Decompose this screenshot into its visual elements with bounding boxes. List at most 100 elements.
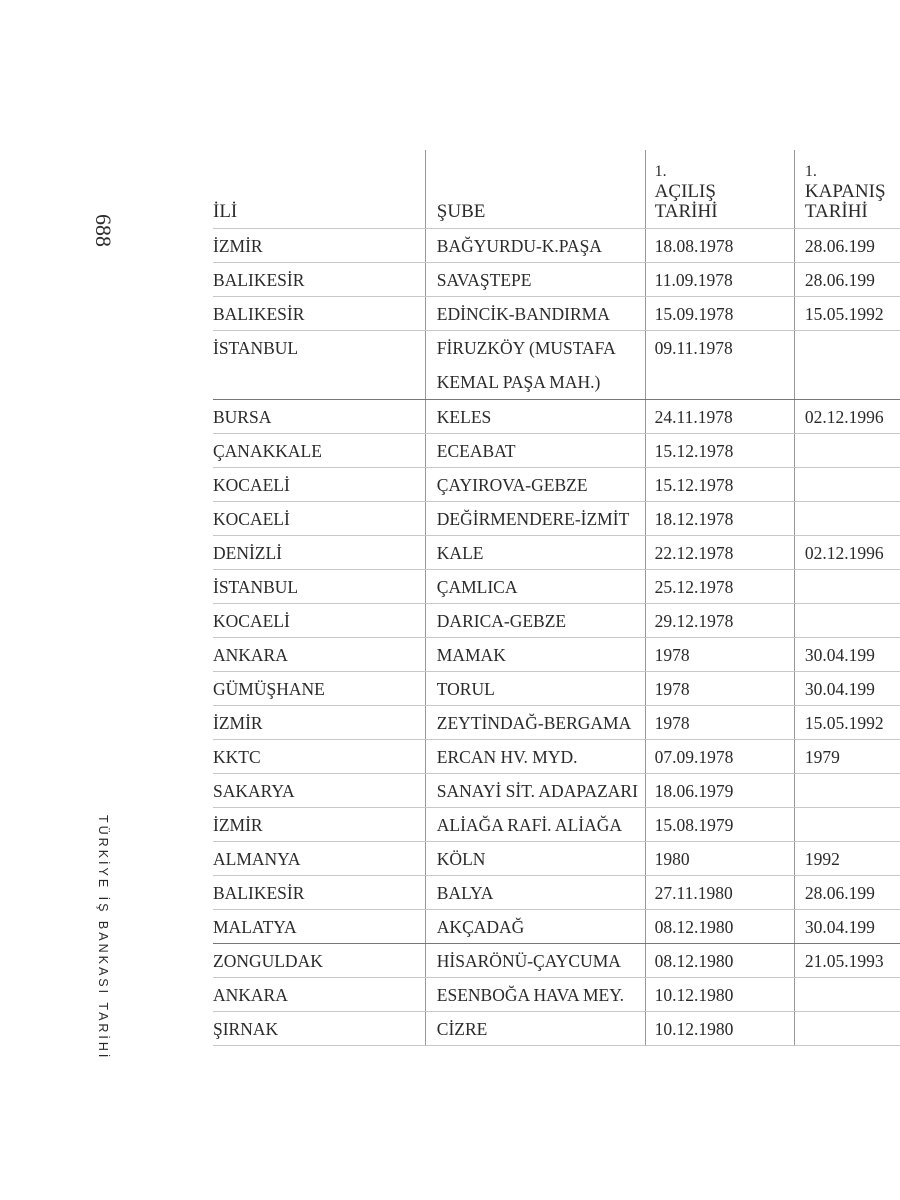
branch-cell: DEĞİRMENDERE-İZMİT [424,502,645,535]
table-row: ANKARA MAMAK 1978 30.04.199 [213,638,900,672]
branch-cell: ECEABAT [424,434,645,467]
province-cell: İSTANBUL [213,338,299,358]
branch-cell: ERCAN HV. MYD. [424,740,645,773]
table-row: ŞIRNAK CİZRE 10.12.1980 [213,1012,900,1046]
opening-date-cell: 18.08.1978 [644,229,794,262]
closing-date-cell: 30.04.199 [793,638,900,671]
province-cell: İSTANBUL [213,577,299,597]
opening-date-cell: 08.12.1980 [644,944,794,977]
province-cell: ALMANYA [213,849,301,869]
table-row: KKTC ERCAN HV. MYD. 07.09.1978 1979 [213,740,900,774]
province-cell: ZONGULDAK [213,951,323,971]
table-row: DENİZLİ KALE 22.12.1978 02.12.1996 [213,536,900,570]
opening-date-cell: 11.09.1978 [644,263,794,296]
branch-cell: EDİNCİK-BANDIRMA [424,297,645,330]
opening-date-cell: 15.12.1978 [644,468,794,501]
branch-cell: CİZRE [424,1012,645,1045]
table-row: KOCAELİ DARICA-GEBZE 29.12.1978 [213,604,900,638]
branch-cell: BAĞYURDU-K.PAŞA [424,229,645,262]
province-cell: DENİZLİ [213,543,283,563]
header-opening-date: 1. AÇILIŞ TARİHİ [644,150,794,228]
table-row: ANKARA ESENBOĞA HAVA MEY. 10.12.1980 [213,978,900,1012]
table-header: İLİ ŞUBE 1. AÇILIŞ TARİHİ 1. KAPANIŞ TARİH… [213,150,900,229]
branch-cell: HİSARÖNÜ-ÇAYCUMA [424,944,645,977]
branch-cell: MAMAK [424,638,645,671]
closing-date-cell [793,808,900,841]
closing-date-cell: 1979 [793,740,900,773]
opening-date-cell: 09.11.1978 [644,331,794,399]
table-row: KOCAELİ ÇAYIROVA-GEBZE 15.12.1978 [213,468,900,502]
opening-date-cell: 15.08.1979 [644,808,794,841]
branch-cell: KALE [424,536,645,569]
province-cell: ŞIRNAK [213,1019,279,1039]
branch-cell: TORUL [424,672,645,705]
province-cell: MALATYA [213,917,297,937]
table-row: BALIKESİR EDİNCİK-BANDIRMA 15.09.1978 15.05… [213,297,900,331]
closing-date-cell [793,468,900,501]
province-cell: İZMİR [213,713,263,733]
table-row: İSTANBUL ÇAMLICA 25.12.1978 [213,570,900,604]
branch-cell: AKÇADAĞ [424,910,645,943]
province-cell: KOCAELİ [213,475,290,495]
opening-date-cell: 18.12.1978 [644,502,794,535]
opening-date-cell: 07.09.1978 [644,740,794,773]
closing-date-cell [793,570,900,603]
province-cell: BALIKESİR [213,270,305,290]
closing-date-cell [793,434,900,467]
branch-cell: SANAYİ SİT. ADAPAZARI [424,774,645,807]
opening-date-cell: 1978 [644,706,794,739]
table-row: İZMİR ALİAĞA RAFİ. ALİAĞA 15.08.1979 [213,808,900,842]
closing-date-cell: 30.04.199 [793,910,900,943]
closing-date-cell: 15.05.1992 [793,706,900,739]
opening-date-cell: 18.06.1979 [644,774,794,807]
table-row: GÜMÜŞHANE TORUL 1978 30.04.199 [213,672,900,706]
opening-date-cell: 10.12.1980 [644,978,794,1011]
opening-date-cell: 08.12.1980 [644,910,794,943]
header-branch: ŞUBE [424,150,645,228]
table-row: ALMANYA KÖLN 1980 1992 [213,842,900,876]
closing-date-cell: 02.12.1996 [793,536,900,569]
province-cell: ÇANAKKALE [213,441,322,461]
closing-date-cell: 1992 [793,842,900,875]
opening-date-cell: 1978 [644,672,794,705]
closing-date-cell [793,331,900,399]
province-cell: ANKARA [213,985,288,1005]
province-cell: SAKARYA [213,781,295,801]
opening-date-cell: 27.11.1980 [644,876,794,909]
table-row: BURSA KELES 24.11.1978 02.12.1996 [213,400,900,434]
opening-date-cell: 1980 [644,842,794,875]
table-row: BALIKESİR BALYA 27.11.1980 28.06.199 [213,876,900,910]
table-row: ZONGULDAK HİSARÖNÜ-ÇAYCUMA 08.12.1980 21.05… [213,944,900,978]
table-row: İZMİR BAĞYURDU-K.PAŞA 18.08.1978 28.06.199 [213,229,900,263]
province-cell: BURSA [213,407,272,427]
branch-table: İLİ ŞUBE 1. AÇILIŞ TARİHİ 1. KAPANIŞ TARİH… [213,150,900,1046]
table-row: MALATYA AKÇADAĞ 08.12.1980 30.04.199 [213,910,900,944]
closing-date-cell [793,978,900,1011]
closing-date-cell [793,774,900,807]
opening-date-cell: 25.12.1978 [644,570,794,603]
province-cell: GÜMÜŞHANE [213,679,325,699]
branch-cell: SAVAŞTEPE [424,263,645,296]
branch-cell: ALİAĞA RAFİ. ALİAĞA [424,808,645,841]
opening-date-cell: 22.12.1978 [644,536,794,569]
closing-date-cell: 02.12.1996 [793,400,900,433]
table-row: ÇANAKKALE ECEABAT 15.12.1978 [213,434,900,468]
opening-date-cell: 24.11.1978 [644,400,794,433]
opening-date-cell: 15.12.1978 [644,434,794,467]
opening-date-cell: 29.12.1978 [644,604,794,637]
branch-cell: KELES [424,400,645,433]
branch-cell: FİRUZKÖY (MUSTAFA KEMAL PAŞA MAH.) [424,331,645,399]
closing-date-cell: 28.06.199 [793,263,900,296]
branch-cell: ÇAYIROVA-GEBZE [424,468,645,501]
province-cell: İZMİR [213,236,263,256]
branch-cell: ZEYTİNDAĞ-BERGAMA [424,706,645,739]
table-row: SAKARYA SANAYİ SİT. ADAPAZARI 18.06.1979 [213,774,900,808]
header-closing-date: 1. KAPANIŞ TARİHİ [793,150,900,228]
closing-date-cell: 28.06.199 [793,229,900,262]
branch-cell: KÖLN [424,842,645,875]
province-cell: BALIKESİR [213,883,305,903]
province-cell: KOCAELİ [213,509,290,529]
closing-date-cell: 30.04.199 [793,672,900,705]
closing-date-cell: 15.05.1992 [793,297,900,330]
closing-date-cell: 21.05.1993 [793,944,900,977]
